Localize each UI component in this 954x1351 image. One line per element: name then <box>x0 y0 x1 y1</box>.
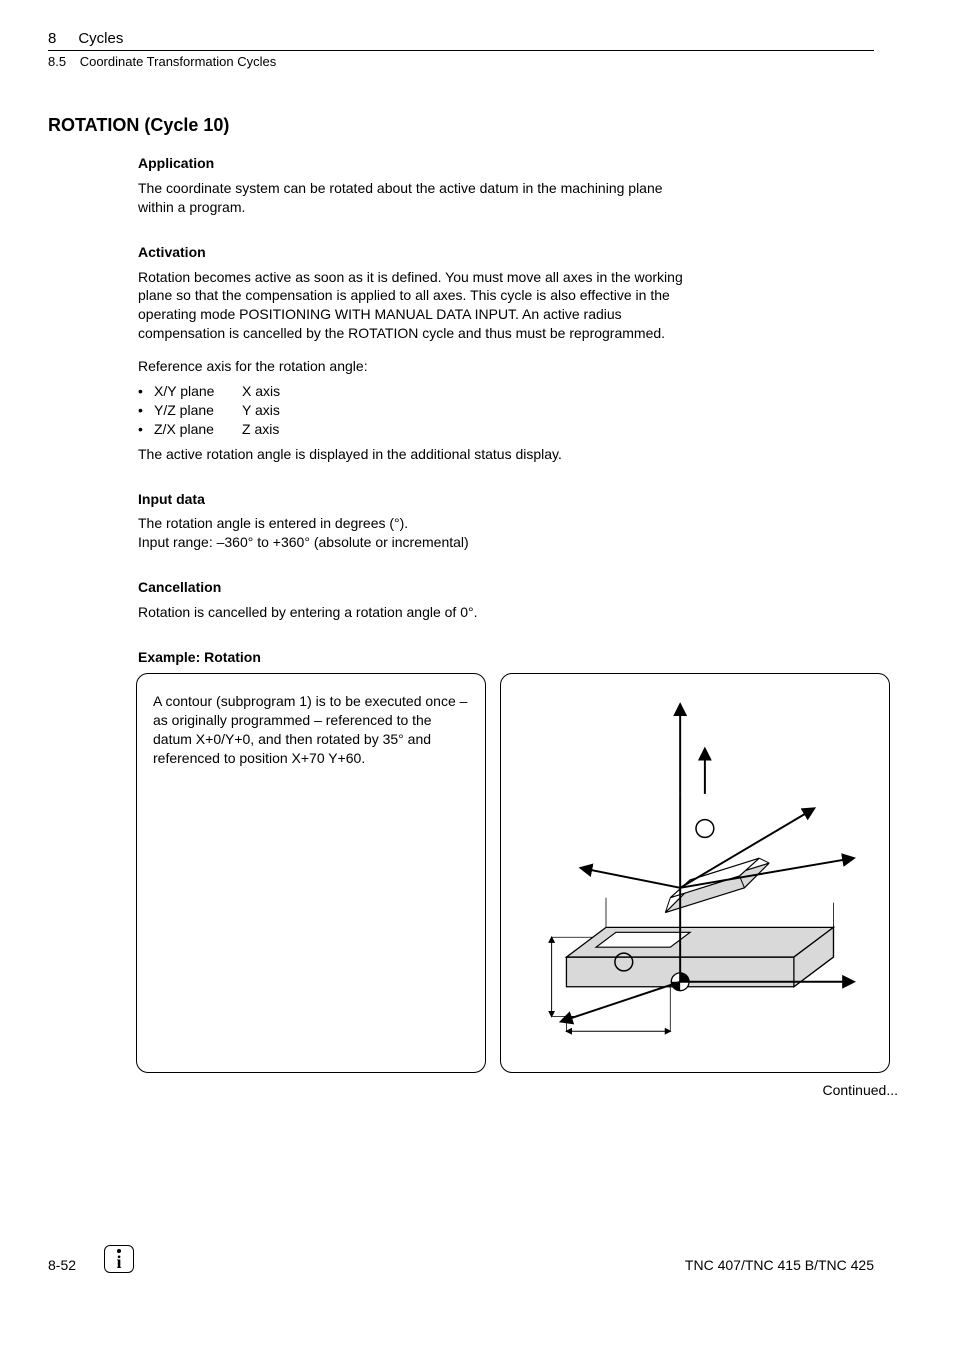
page-title: ROTATION (Cycle 10) <box>48 115 874 136</box>
header-rule <box>48 50 874 51</box>
example-text-box: A contour (subprogram 1) is to be execut… <box>136 673 486 1073</box>
list-item: •Z/X planeZ axis <box>138 420 698 439</box>
page-number: 8-52 <box>48 1257 76 1273</box>
list-item: •X/Y planeX axis <box>138 382 698 401</box>
input-line2: Input range: –360° to +360° (absolute or… <box>138 533 698 552</box>
ref-axis-label: Reference axis for the rotation angle: <box>138 357 698 376</box>
heading-activation: Activation <box>138 243 698 262</box>
chapter-number: 8 <box>48 30 56 47</box>
heading-input: Input data <box>138 490 698 509</box>
doc-id: TNC 407/TNC 415 B/TNC 425 <box>685 1257 874 1273</box>
example-figure-box <box>500 673 890 1073</box>
text-activation: Rotation becomes active as soon as it is… <box>138 268 698 344</box>
list-item: •Y/Z planeY axis <box>138 401 698 420</box>
text-cancel: Rotation is cancelled by entering a rota… <box>138 603 698 622</box>
text-application: The coordinate system can be rotated abo… <box>138 179 698 217</box>
continued-label: Continued... <box>138 1081 898 1100</box>
ref-axis-list: •X/Y planeX axis •Y/Z planeY axis •Z/X p… <box>138 382 698 439</box>
section-number: 8.5 <box>48 54 66 69</box>
heading-application: Application <box>138 154 698 173</box>
info-icon: i <box>104 1245 134 1273</box>
chapter-title: Cycles <box>78 30 123 47</box>
rotation-diagram <box>517 688 873 1058</box>
heading-cancel: Cancellation <box>138 578 698 597</box>
heading-example: Example: Rotation <box>138 648 698 667</box>
example-text: A contour (subprogram 1) is to be execut… <box>153 693 467 766</box>
section-title: Coordinate Transformation Cycles <box>80 54 277 69</box>
status-note: The active rotation angle is displayed i… <box>138 445 698 464</box>
input-line1: The rotation angle is entered in degrees… <box>138 514 698 533</box>
